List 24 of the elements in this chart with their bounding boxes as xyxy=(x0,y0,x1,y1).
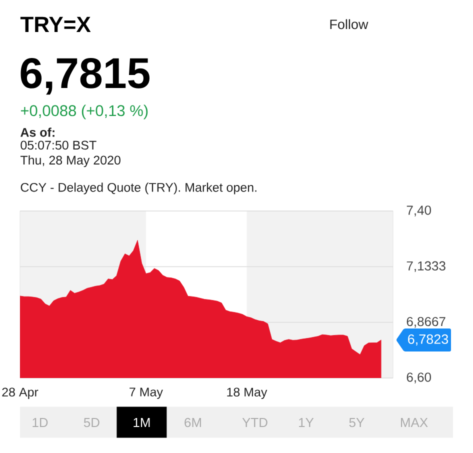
text: +0,0088 (+0,13 %) xyxy=(20,104,148,120)
text: As of: xyxy=(20,128,54,137)
chart-title: TRY=X xyxy=(20,16,91,32)
text: 05:07:50 BST xyxy=(20,140,96,150)
text: MAX xyxy=(400,418,428,427)
text: 1M xyxy=(134,418,150,427)
y-tick-label: 6,8667 xyxy=(406,316,446,328)
y-tick-label: 7,1333 xyxy=(406,261,446,272)
text: Thu, 28 May 2020 xyxy=(20,155,120,168)
text: 6,7823 xyxy=(408,334,448,346)
text: 5Y xyxy=(349,418,364,428)
text: 6M xyxy=(184,418,201,428)
chart-subtitle: CCY - Delayed Quote (TRY). Market open. xyxy=(20,182,256,194)
y-tick-label: 7,40 xyxy=(406,206,431,216)
x-tick-label: 18 May xyxy=(227,388,268,400)
y-tick-label: 6,60 xyxy=(406,372,431,384)
x-tick-label: 7 May xyxy=(130,388,163,399)
text: Follow xyxy=(330,19,368,30)
text: YTD xyxy=(242,418,268,427)
text: 5D xyxy=(84,418,100,428)
text: 6,7815 xyxy=(20,58,150,95)
x-tick-label: 28 Apr xyxy=(2,388,38,400)
text: 1D xyxy=(32,418,48,427)
text: 1Y xyxy=(299,418,314,427)
